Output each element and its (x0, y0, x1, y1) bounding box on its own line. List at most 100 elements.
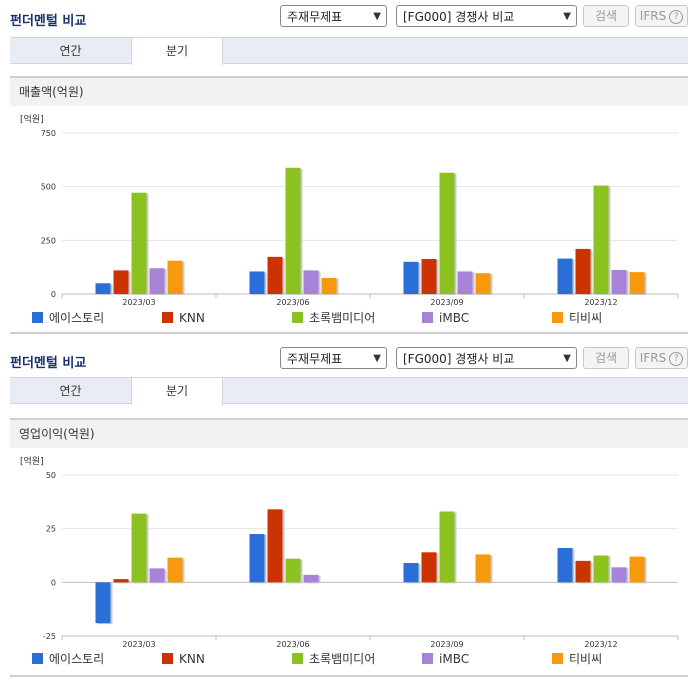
fundamental-panel-revenue: 펀더멘털 비교 주재무제표 ▼ [FG000] 경쟁사 비교 ▼ 검색 IFRS? … (0, 0, 696, 334)
legend-item-에이스토리[interactable]: 에이스토리 (32, 651, 104, 667)
legend-item-imbc[interactable]: iMBC (422, 651, 469, 667)
y-tick-label: 500 (41, 183, 56, 192)
tab-quarterly[interactable]: 분기 (131, 378, 223, 405)
chart-legend: 에이스토리 KNN 초록뱀미디어 iMBC 티비씨 (32, 651, 652, 667)
bar-티비씨-2023-03 (167, 260, 183, 294)
legend-item-초록뱀미디어[interactable]: 초록뱀미디어 (292, 310, 375, 326)
operating-profit-chart: [억원] -25 0 25 50 2023/03 2023/06 2023/09 2023/12 (20, 455, 679, 649)
legend-swatch (552, 312, 563, 323)
ifrs-button[interactable]: IFRS? (635, 5, 688, 27)
ifrs-label: IFRS (639, 9, 667, 23)
bar-knn-2023-03 (113, 270, 129, 294)
x-tick-label: 2023/06 (276, 640, 309, 649)
bar-imbc-2023-06 (303, 574, 319, 583)
compare-select[interactable]: [FG000] 경쟁사 비교 ▼ (396, 5, 577, 27)
x-tick-label: 2023/12 (584, 640, 617, 649)
bar-초록뱀미디어-2023-12 (593, 185, 609, 294)
bar-에이스토리-2023-06 (249, 271, 265, 294)
chevron-down-icon: ▼ (373, 11, 381, 22)
bar-티비씨-2023-12 (629, 556, 645, 583)
bar-초록뱀미디어-2023-12 (593, 555, 609, 583)
bar-knn-2023-12 (575, 560, 591, 583)
legend-swatch (552, 653, 563, 664)
help-icon: ? (669, 351, 684, 366)
search-button[interactable]: 검색 (583, 5, 629, 27)
bar-imbc-2023-12 (611, 567, 627, 583)
legend-label: 초록뱀미디어 (309, 652, 376, 666)
y-tick-label: -25 (43, 632, 56, 641)
bar-에이스토리-2023-12 (557, 258, 573, 294)
bar-초록뱀미디어-2023-06 (285, 167, 301, 294)
legend-label: 티비씨 (569, 311, 603, 325)
legend-swatch (162, 312, 173, 323)
compare-select-value: [FG000] 경쟁사 비교 (403, 10, 515, 24)
x-tick-label: 2023/09 (430, 640, 463, 649)
legend-item-티비씨[interactable]: 티비씨 (552, 310, 602, 326)
statement-select[interactable]: 주재무제표 ▼ (280, 347, 387, 369)
legend-swatch (422, 653, 433, 664)
x-tick-label: 2023/09 (430, 298, 463, 307)
legend-item-에이스토리[interactable]: 에이스토리 (32, 310, 104, 326)
bar-knn-2023-06 (267, 256, 283, 294)
bar-knn-2023-12 (575, 248, 591, 294)
chevron-down-icon: ▼ (373, 353, 381, 364)
tab-quarterly[interactable]: 분기 (131, 38, 223, 65)
tab-annual[interactable]: 연간 (59, 44, 82, 58)
legend-item-티비씨[interactable]: 티비씨 (552, 651, 602, 667)
unit-label: [억원] (20, 113, 44, 125)
bar-knn-2023-06 (267, 509, 283, 583)
bar-knn-2023-03 (113, 579, 129, 583)
y-tick-label: 50 (46, 471, 56, 480)
bar-티비씨-2023-12 (629, 272, 645, 294)
bar-티비씨-2023-09 (475, 273, 491, 294)
x-tick-label: 2023/03 (122, 298, 155, 307)
legend-item-knn[interactable]: KNN (162, 310, 205, 326)
unit-label: [억원] (20, 455, 44, 467)
legend-label: 에이스토리 (49, 311, 105, 325)
compare-select[interactable]: [FG000] 경쟁사 비교 ▼ (396, 347, 577, 369)
search-button[interactable]: 검색 (583, 347, 629, 369)
chart-legend: 에이스토리 KNN 초록뱀미디어 iMBC 티비씨 (32, 310, 652, 326)
y-tick-label: 25 (46, 525, 56, 534)
bar-에이스토리-2023-09 (403, 563, 419, 583)
bar-초록뱀미디어-2023-03 (131, 513, 147, 583)
legend-item-knn[interactable]: KNN (162, 651, 205, 667)
legend-swatch (292, 653, 303, 664)
panel-divider (10, 332, 688, 334)
legend-label: 초록뱀미디어 (309, 311, 376, 325)
chart-subheader: 영업이익(억원) (10, 418, 688, 448)
legend-label: KNN (179, 311, 205, 325)
bar-에이스토리-2023-12 (557, 547, 573, 583)
bar-imbc-2023-12 (611, 269, 627, 294)
revenue-chart: [억원] 0 250 500 750 2023/03 2023/06 2023/09 2023/… (20, 113, 679, 307)
y-tick-label: 0 (51, 290, 56, 299)
x-tick-label: 2023/03 (122, 640, 155, 649)
legend-swatch (422, 312, 433, 323)
ifrs-button[interactable]: IFRS? (635, 347, 688, 369)
bar-초록뱀미디어-2023-06 (285, 558, 301, 583)
compare-select-value: [FG000] 경쟁사 비교 (403, 352, 515, 366)
help-icon: ? (669, 9, 684, 24)
bar-티비씨-2023-03 (167, 557, 183, 583)
legend-item-초록뱀미디어[interactable]: 초록뱀미디어 (292, 651, 375, 667)
chevron-down-icon: ▼ (563, 11, 571, 22)
bar-초록뱀미디어-2023-09 (439, 511, 455, 583)
bar-에이스토리-2023-09 (403, 261, 419, 294)
bar-knn-2023-09 (421, 552, 437, 583)
statement-select-value: 주재무제표 (287, 10, 343, 24)
bar-imbc-2023-09 (457, 271, 473, 294)
fundamental-panel-operating-profit: 펀더멘털 비교 주재무제표 ▼ [FG000] 경쟁사 비교 ▼ 검색 IFRS? … (0, 342, 696, 677)
bar-imbc-2023-03 (149, 568, 165, 583)
legend-item-imbc[interactable]: iMBC (422, 310, 469, 326)
x-tick-label: 2023/12 (584, 298, 617, 307)
legend-label: 에이스토리 (49, 652, 105, 666)
tab-annual[interactable]: 연간 (59, 384, 82, 398)
statement-select[interactable]: 주재무제표 ▼ (280, 5, 387, 27)
period-tabs: 연간 분기 (10, 377, 688, 405)
panel-title: 펀더멘털 비교 (10, 356, 87, 371)
legend-swatch (292, 312, 303, 323)
bar-knn-2023-09 (421, 259, 437, 294)
ifrs-label: IFRS (639, 351, 667, 365)
legend-label: 티비씨 (569, 652, 603, 666)
panel-header: 펀더멘털 비교 주재무제표 ▼ [FG000] 경쟁사 비교 ▼ 검색 IFRS? (0, 342, 696, 376)
